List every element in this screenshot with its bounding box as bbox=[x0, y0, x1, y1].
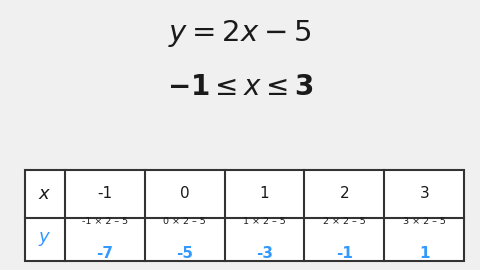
Text: $y$: $y$ bbox=[38, 230, 52, 248]
Text: 0 × 2 – 5: 0 × 2 – 5 bbox=[163, 217, 206, 225]
Text: $y = 2x - 5$: $y = 2x - 5$ bbox=[168, 18, 312, 49]
Text: -3: -3 bbox=[256, 247, 273, 261]
Text: -1 × 2 – 5: -1 × 2 – 5 bbox=[82, 217, 128, 225]
Text: $x$: $x$ bbox=[38, 185, 52, 203]
Text: 0: 0 bbox=[180, 186, 190, 201]
Text: -1: -1 bbox=[97, 186, 112, 201]
Bar bbox=[25, 170, 464, 261]
Text: 1 × 2 – 5: 1 × 2 – 5 bbox=[243, 217, 286, 225]
Text: 1: 1 bbox=[260, 186, 269, 201]
Text: 1: 1 bbox=[419, 247, 430, 261]
Text: 3: 3 bbox=[420, 186, 429, 201]
Text: $\mathbf{-1} \leq \mathit{x} \leq \mathbf{3}$: $\mathbf{-1} \leq \mathit{x} \leq \mathb… bbox=[167, 73, 313, 101]
Text: -5: -5 bbox=[176, 247, 193, 261]
Text: -1: -1 bbox=[336, 247, 353, 261]
Text: 3 × 2 – 5: 3 × 2 – 5 bbox=[403, 217, 446, 225]
Text: 2 × 2 – 5: 2 × 2 – 5 bbox=[323, 217, 366, 225]
Text: -7: -7 bbox=[96, 247, 113, 261]
Text: 2: 2 bbox=[340, 186, 349, 201]
